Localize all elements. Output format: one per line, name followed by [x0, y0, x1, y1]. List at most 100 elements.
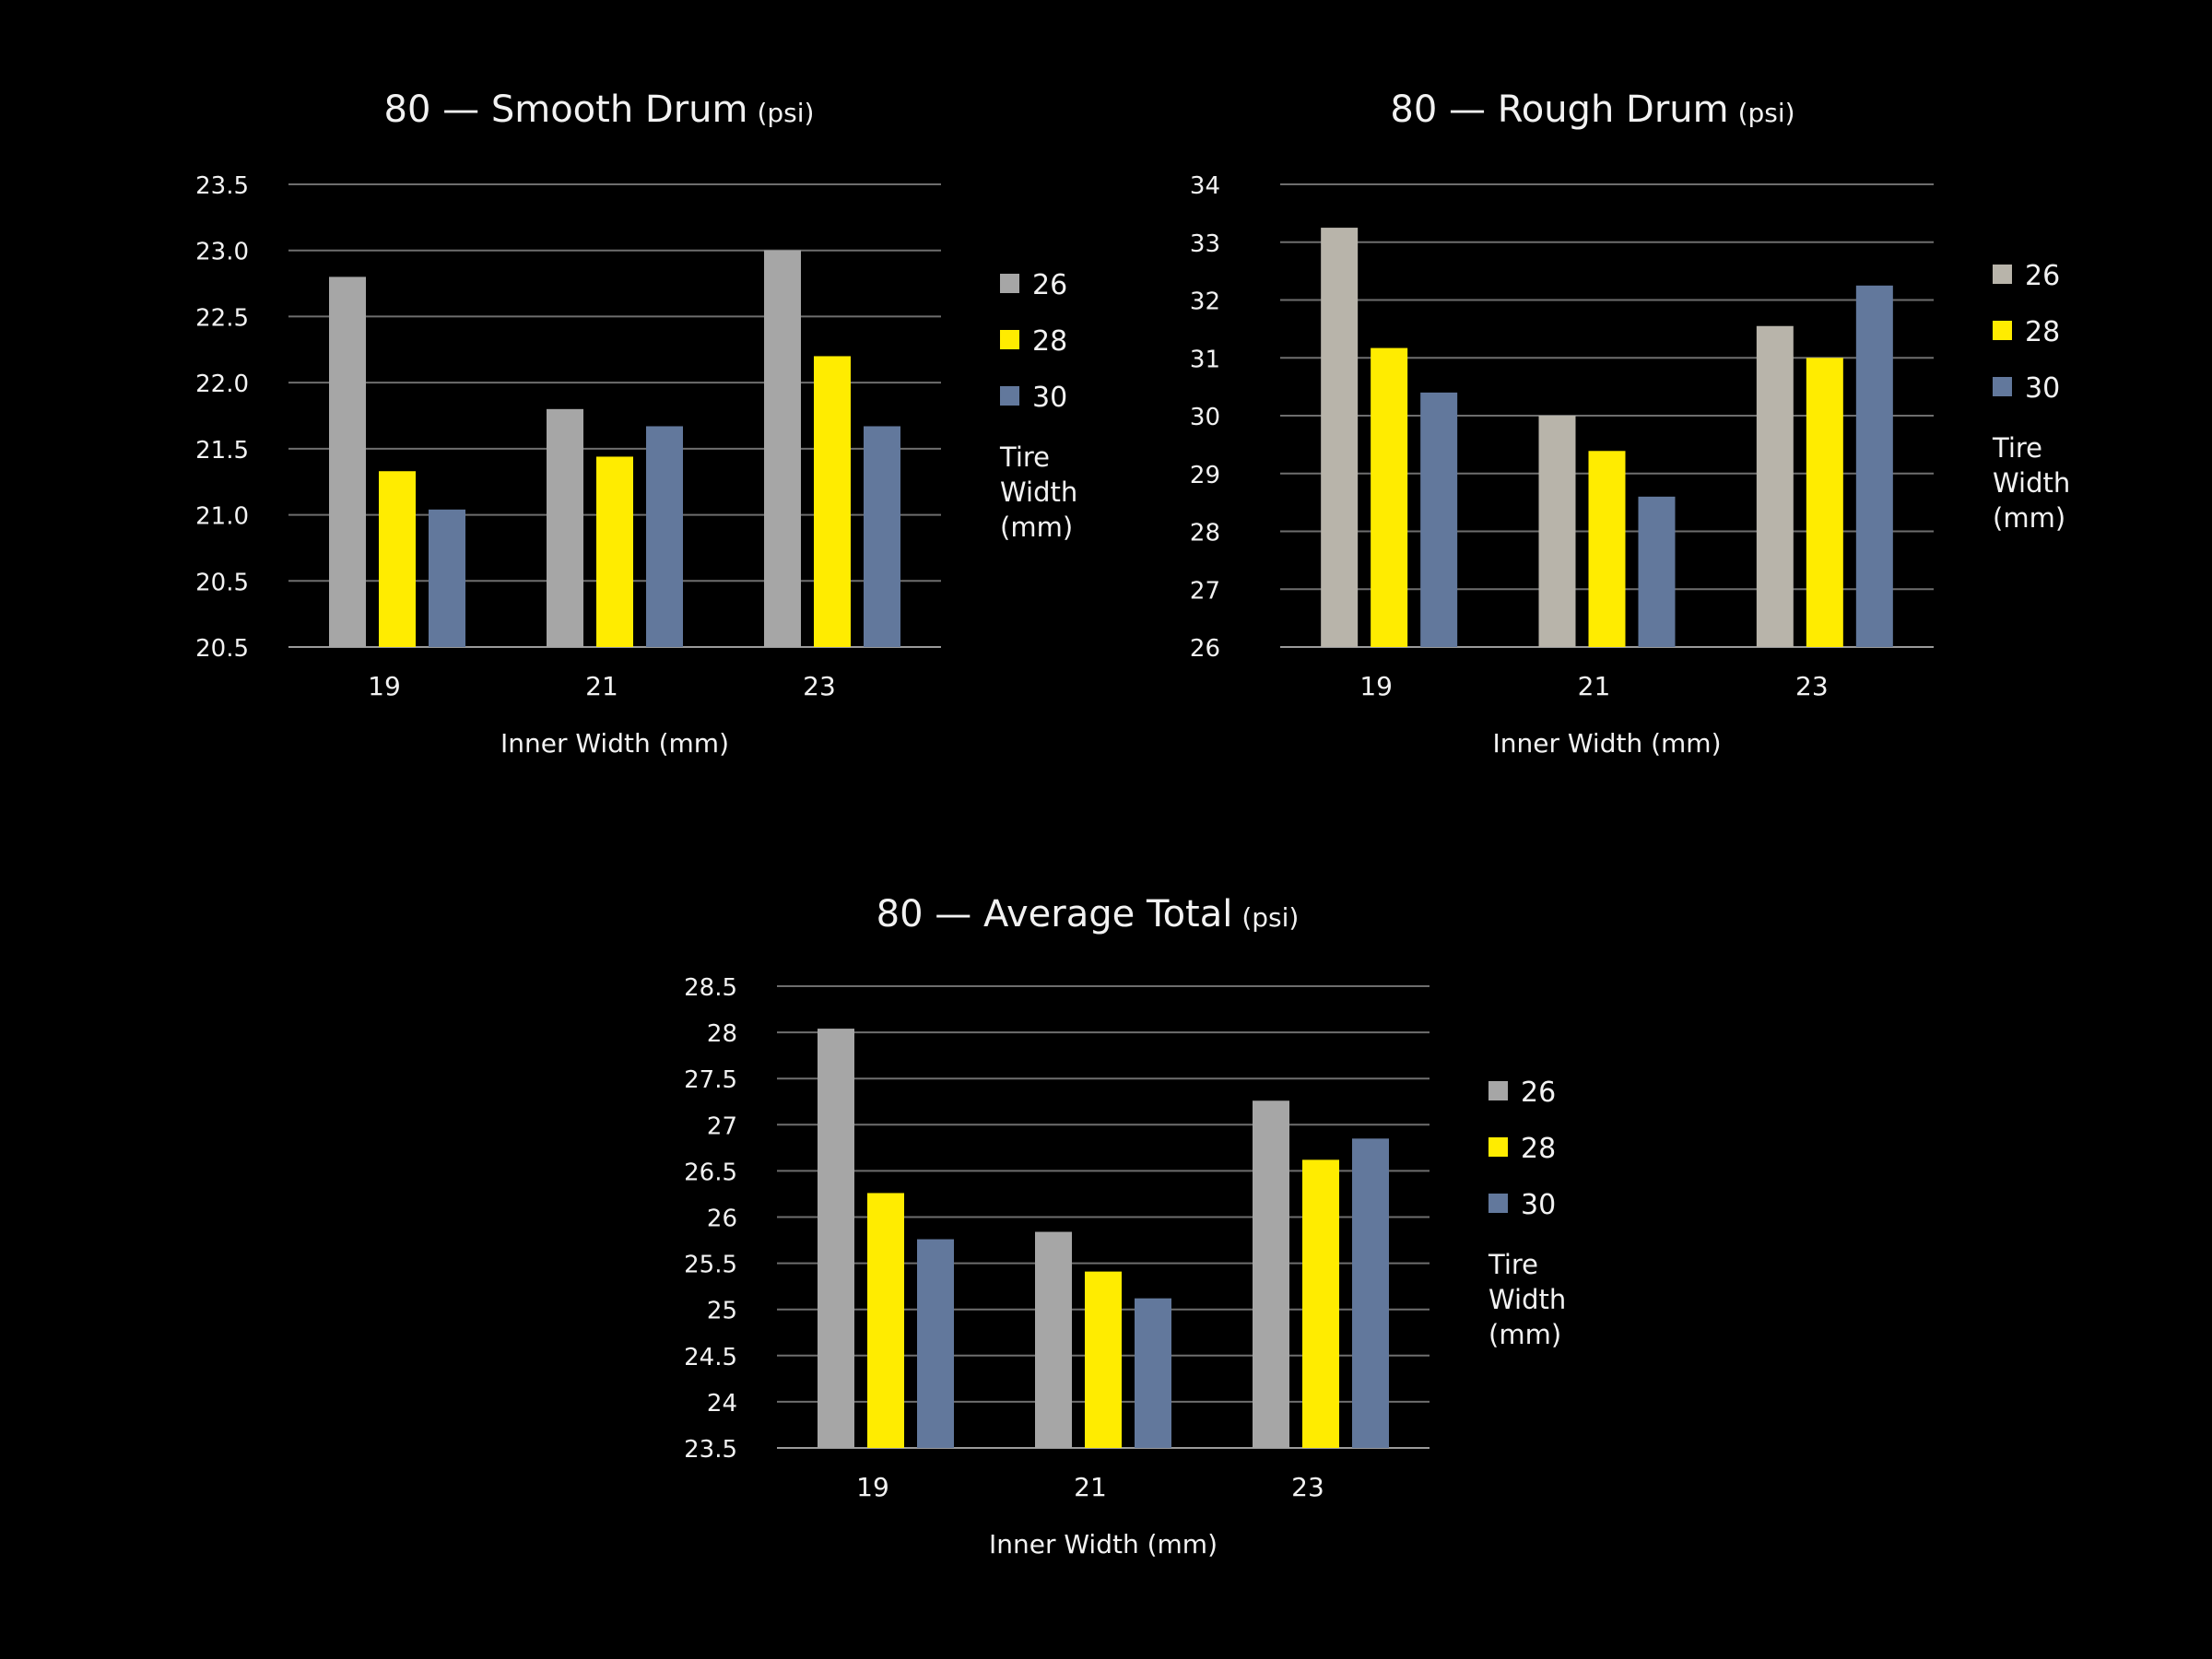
legend-swatch-30	[1488, 1194, 1508, 1213]
y-tick-label: 22.0	[195, 371, 249, 398]
bar-26-19	[818, 1029, 854, 1448]
y-tick-label: 26.5	[684, 1159, 737, 1186]
legend-swatch-28	[1993, 321, 2012, 340]
legend-title: (mm)	[1000, 512, 1073, 543]
x-tick-label: 19	[368, 671, 401, 701]
legend-label: 30	[2025, 372, 2060, 405]
legend-swatch-26	[1488, 1081, 1508, 1100]
x-tick-label: 23	[803, 671, 836, 701]
legend-swatch-28	[1000, 330, 1019, 349]
x-axis-label: Inner Width (mm)	[500, 728, 729, 759]
legend-label: 26	[2025, 260, 2060, 292]
bar-26-23	[1253, 1100, 1289, 1448]
y-tick-label: 21.0	[195, 503, 249, 531]
bar-28-19	[1371, 347, 1408, 647]
x-axis-label: Inner Width (mm)	[1492, 728, 1721, 759]
x-tick-label: 21	[1074, 1472, 1107, 1502]
y-tick-label: 23.5	[195, 172, 249, 200]
legend-label: 26	[1032, 269, 1067, 301]
legend-swatch-28	[1488, 1137, 1508, 1157]
bar-28-19	[379, 471, 416, 647]
y-tick-label: 23.0	[195, 239, 249, 266]
bar-26-21	[547, 408, 583, 647]
legend-title: Width	[1488, 1284, 1566, 1315]
x-tick-label: 19	[856, 1472, 889, 1502]
legend-title: Tire	[1488, 1249, 1538, 1280]
y-tick-label: 21.5	[195, 437, 249, 465]
legend-title: Tire	[999, 441, 1050, 473]
chart-title-unit: (psi)	[757, 98, 814, 128]
y-tick-label: 26	[1190, 635, 1220, 663]
bar-30-19	[1420, 392, 1458, 647]
bar-28-21	[1588, 451, 1626, 647]
y-tick-label: 28	[1190, 520, 1220, 547]
bar-28-23	[1806, 358, 1843, 647]
x-tick-label: 19	[1359, 671, 1393, 701]
legend-swatch-30	[1000, 386, 1019, 406]
x-tick-label: 21	[585, 671, 618, 701]
chart-title-unit: (psi)	[1738, 98, 1795, 128]
y-tick-label: 27	[1190, 577, 1220, 605]
y-tick-label: 24	[707, 1390, 737, 1418]
chart-title-unit: (psi)	[1241, 902, 1299, 933]
bar-30-23	[1352, 1138, 1389, 1448]
legend: 26 28 30 Tire Width (mm)	[999, 269, 1077, 543]
bar-28-21	[1085, 1271, 1122, 1448]
y-tick-label: 28.5	[684, 974, 737, 1002]
y-tick-label: 24.5	[684, 1344, 737, 1371]
chart-title-main: 80 — Average Total	[877, 893, 1233, 935]
bar-30-23	[864, 426, 900, 647]
x-tick-label: 23	[1795, 671, 1829, 701]
legend-title: Width	[1000, 477, 1077, 508]
chart-title-main: 80 — Rough Drum	[1390, 88, 1728, 131]
x-tick-label: 21	[1578, 671, 1611, 701]
legend-title: Tire	[1992, 432, 2042, 464]
bar-30-21	[1135, 1298, 1171, 1448]
y-tick-label: 20.5	[195, 635, 249, 663]
bar-30-19	[429, 509, 465, 647]
legend-title: (mm)	[1488, 1319, 1561, 1350]
legend-label: 28	[2025, 316, 2060, 348]
legend-swatch-26	[1000, 274, 1019, 293]
y-tick-label: 32	[1190, 288, 1220, 316]
chart-3: 80 — Average Total (psi) 23.5 24 24.5 25 25.5 2…	[684, 893, 1566, 1559]
bar-26-19	[1321, 228, 1359, 647]
y-tick-label: 33	[1190, 230, 1220, 258]
legend-label: 28	[1521, 1133, 1556, 1165]
legend-label: 28	[1032, 325, 1067, 358]
bar-26-23	[764, 250, 801, 647]
y-tick-label: 30	[1190, 404, 1220, 431]
bar-30-19	[917, 1239, 954, 1448]
bar-30-21	[646, 426, 683, 647]
y-tick-label: 20.5	[195, 569, 249, 596]
y-tick-label: 29	[1190, 462, 1220, 489]
y-tick-label: 27.5	[684, 1066, 737, 1094]
bar-30-23	[1855, 285, 1893, 647]
y-tick-label: 27	[707, 1112, 737, 1140]
bar-28-23	[1302, 1159, 1339, 1448]
legend-label: 30	[1032, 382, 1067, 414]
bar-28-21	[596, 456, 633, 647]
legend-label: 30	[1521, 1189, 1556, 1221]
bar-30-21	[1638, 496, 1676, 647]
y-tick-label: 25	[707, 1298, 737, 1325]
bar-28-23	[814, 356, 851, 647]
chart-1: 80 — Smooth Drum (psi) 20.5 20.5 21.0 21.5 22.…	[195, 88, 1077, 759]
bar-28-19	[867, 1193, 904, 1448]
legend-title: (mm)	[1993, 502, 2065, 534]
chart-title: 80 — Average Total (psi)	[877, 893, 1300, 935]
legend-title: Width	[1993, 467, 2070, 499]
y-tick-label: 28	[707, 1020, 737, 1048]
y-tick-label: 22.5	[195, 304, 249, 332]
legend-swatch-30	[1993, 377, 2012, 396]
chart-title: 80 — Rough Drum (psi)	[1390, 88, 1794, 131]
chart-2: 80 — Rough Drum (psi) 26 27 28 29 30 31 32 33 34 19…	[1190, 88, 2070, 759]
legend-swatch-26	[1993, 265, 2012, 284]
bar-26-19	[329, 276, 366, 647]
bar-26-21	[1538, 416, 1576, 647]
chart-title-main: 80 — Smooth Drum	[384, 88, 748, 131]
y-tick-label: 23.5	[684, 1436, 737, 1464]
